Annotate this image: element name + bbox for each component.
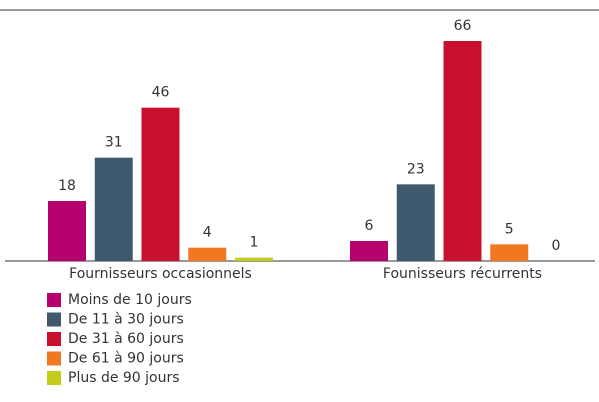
legend-label: De 31 à 60 jours bbox=[68, 331, 184, 347]
bar bbox=[94, 157, 133, 261]
legend-swatch bbox=[47, 293, 61, 307]
bar bbox=[396, 184, 435, 261]
value-label: 5 bbox=[505, 221, 514, 237]
bar bbox=[350, 241, 388, 261]
bar bbox=[48, 201, 86, 261]
legend-swatch bbox=[47, 371, 61, 385]
value-label: 1 bbox=[250, 235, 259, 251]
value-label: 66 bbox=[454, 18, 472, 34]
bar bbox=[235, 257, 273, 261]
bar bbox=[443, 41, 482, 261]
legend-label: Plus de 90 jours bbox=[68, 370, 180, 386]
legend-label: Moins de 10 jours bbox=[68, 292, 192, 308]
legend-label: De 61 à 90 jours bbox=[68, 351, 184, 367]
value-label: 4 bbox=[203, 225, 212, 241]
legend-swatch bbox=[47, 312, 61, 327]
bar bbox=[490, 244, 529, 261]
bar bbox=[188, 247, 227, 261]
legend-swatch bbox=[47, 351, 61, 366]
value-label: 31 bbox=[105, 135, 123, 151]
x-tick-label: Fournisseurs occasionnels bbox=[69, 266, 252, 282]
value-label: 23 bbox=[407, 161, 425, 177]
value-label: 6 bbox=[365, 218, 374, 234]
legend-label: De 11 à 30 jours bbox=[68, 312, 184, 328]
value-label: 18 bbox=[58, 178, 76, 194]
bar bbox=[141, 107, 180, 262]
x-tick-label: Founisseurs récurrents bbox=[383, 266, 542, 282]
legend-swatch bbox=[47, 332, 61, 346]
value-label: 46 bbox=[152, 85, 170, 101]
value-label: 0 bbox=[552, 238, 561, 254]
